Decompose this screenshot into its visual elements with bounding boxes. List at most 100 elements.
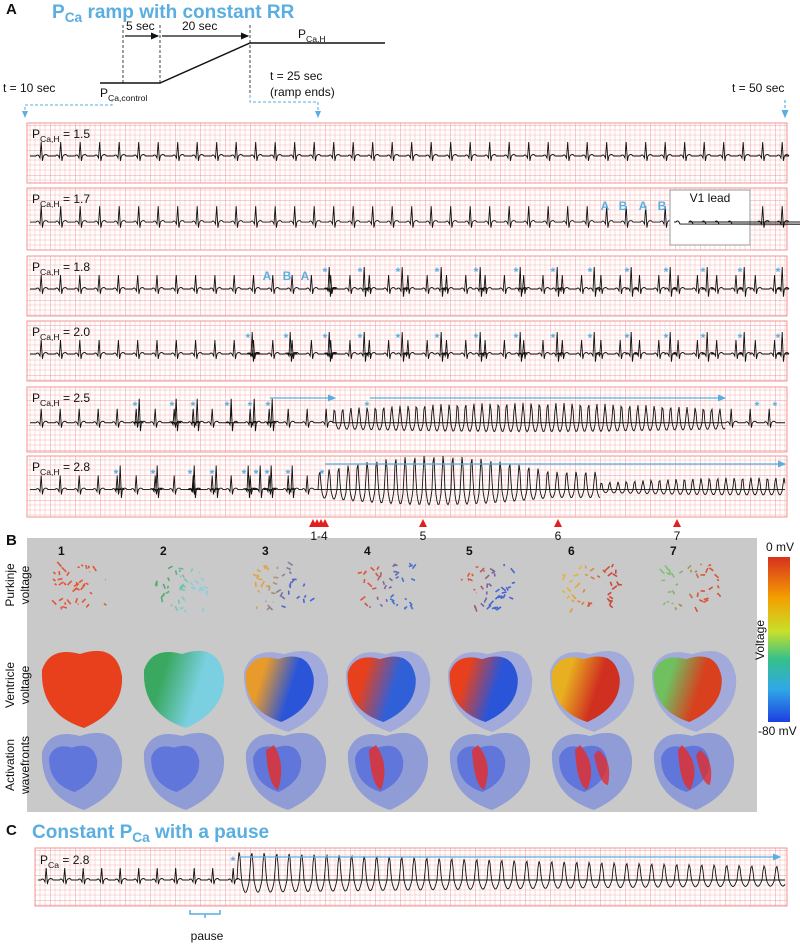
beat-annotation: * — [265, 467, 270, 481]
column-label: 1 — [58, 544, 65, 558]
beat-annotation: * — [396, 265, 401, 279]
beat-annotation: * — [358, 331, 363, 345]
time-marker — [554, 519, 562, 527]
purkinje-network — [154, 565, 209, 614]
beat-annotation: * — [358, 265, 363, 279]
text-part: P — [32, 192, 40, 206]
beat-annotation: * — [365, 399, 370, 413]
beat-annotation: A — [601, 199, 610, 213]
beat-annotation: * — [664, 265, 669, 279]
column-label: 4 — [364, 544, 371, 558]
time-label: (ramp ends) — [270, 85, 335, 99]
ramp-schematic — [100, 42, 385, 84]
beat-annotation: * — [248, 399, 253, 413]
beat-annotation: * — [738, 265, 743, 279]
panel-title: Constant PCa with a pause — [32, 822, 269, 845]
text-part: = 2.8 — [60, 460, 91, 474]
beat-annotation: A — [263, 269, 272, 283]
beat-annotation: * — [323, 331, 328, 345]
inset-box — [669, 189, 751, 246]
beat-annotation: * — [514, 331, 519, 345]
ventricle-surface — [245, 656, 314, 722]
beat-annotation: * — [323, 265, 328, 279]
beat-annotation: * — [625, 331, 630, 345]
ecg-trace — [30, 455, 786, 506]
colorbar — [768, 557, 790, 722]
ecg-grid — [26, 122, 788, 184]
subscript: Ca,H — [40, 398, 60, 408]
text-part: Constant — [32, 822, 120, 843]
inset-trace — [674, 220, 800, 225]
wavefront — [472, 745, 488, 790]
ecg-trace — [38, 852, 786, 893]
text-part: P — [298, 27, 306, 41]
subscript: Ca,H — [40, 467, 60, 477]
beat-annotation: * — [773, 399, 778, 413]
row-label: voltage — [18, 665, 32, 704]
duration-label: 20 sec — [182, 19, 217, 33]
row-label: Purkinje — [3, 563, 17, 607]
beat-annotation: * — [225, 399, 230, 413]
level-label: PCa,H — [298, 27, 326, 44]
time-label: t = 10 sec — [3, 81, 55, 95]
text-part: = 1.5 — [60, 127, 91, 141]
beat-annotation: * — [151, 467, 156, 481]
text-part: = 2.0 — [60, 325, 91, 339]
ecg-trace — [30, 141, 790, 161]
beat-annotation: * — [588, 265, 593, 279]
subscript: Ca,H — [40, 332, 60, 342]
text-part: P — [100, 86, 108, 100]
activation-core — [151, 745, 200, 792]
subscript: Ca,H — [306, 34, 326, 44]
panel-title: PCa ramp with constant RR — [52, 2, 295, 25]
row-label: wavefronts — [18, 736, 32, 795]
beat-annotation: * — [210, 467, 215, 481]
beat-annotation: * — [284, 331, 289, 345]
level-label: PCa,control — [100, 86, 147, 103]
time-label: t = 50 sec — [732, 81, 784, 95]
time-marker — [321, 519, 329, 527]
beat-annotation: * — [701, 331, 706, 345]
subscript: Ca — [132, 830, 150, 845]
purkinje-network — [51, 561, 107, 610]
pause-label: pause — [191, 929, 224, 943]
text-part: = 2.5 — [60, 391, 91, 405]
beat-annotation: * — [191, 399, 196, 413]
colorbar-label: -80 mV — [758, 724, 797, 738]
text-part: P — [32, 391, 40, 405]
purkinje-network — [357, 562, 417, 610]
beat-annotation: * — [474, 265, 479, 279]
ecg-trace — [30, 331, 790, 362]
beat-annotation: B — [283, 269, 292, 283]
beat-annotation: * — [435, 331, 440, 345]
trace-label: PCa,H = 1.5 — [32, 127, 90, 144]
beat-annotation: * — [170, 399, 175, 413]
subscript: Ca,H — [40, 199, 60, 209]
activation-core — [49, 745, 98, 792]
duration-label: 5 sec — [126, 19, 155, 33]
beat-annotation: * — [114, 467, 119, 481]
text-part: ramp with constant RR — [82, 2, 294, 23]
beat-annotation: * — [231, 854, 236, 868]
column-label: 2 — [160, 544, 167, 558]
row-label: Activation — [3, 739, 17, 791]
trace-label: PCa = 2.8 — [40, 853, 90, 870]
ecg-grid — [26, 187, 788, 251]
trace-label: PCa,H = 1.7 — [32, 192, 90, 209]
inset-label: V1 lead — [690, 191, 731, 205]
wavefront — [696, 750, 712, 785]
panel-label: A — [6, 1, 17, 18]
subscript: Ca — [48, 860, 59, 870]
text-part: P — [120, 822, 133, 843]
panel-label: B — [6, 532, 17, 549]
beat-annotation: * — [246, 331, 251, 345]
time-label: t = 25 sec — [270, 69, 322, 83]
beat-annotation: A — [301, 269, 310, 283]
wavefront — [594, 750, 610, 785]
panel-label: C — [6, 822, 17, 839]
beat-annotation: A — [639, 199, 648, 213]
column-label: 5 — [466, 544, 473, 558]
trace-label: PCa,H = 2.0 — [32, 325, 90, 342]
text-part: P — [52, 2, 65, 23]
